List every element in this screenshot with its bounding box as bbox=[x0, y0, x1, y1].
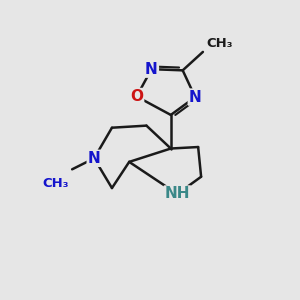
Text: O: O bbox=[130, 89, 143, 104]
Text: NH: NH bbox=[165, 187, 190, 202]
Text: N: N bbox=[88, 151, 100, 166]
Text: CH₃: CH₃ bbox=[206, 38, 232, 50]
Text: N: N bbox=[189, 90, 202, 105]
Text: CH₃: CH₃ bbox=[42, 177, 69, 190]
Text: N: N bbox=[145, 62, 158, 77]
